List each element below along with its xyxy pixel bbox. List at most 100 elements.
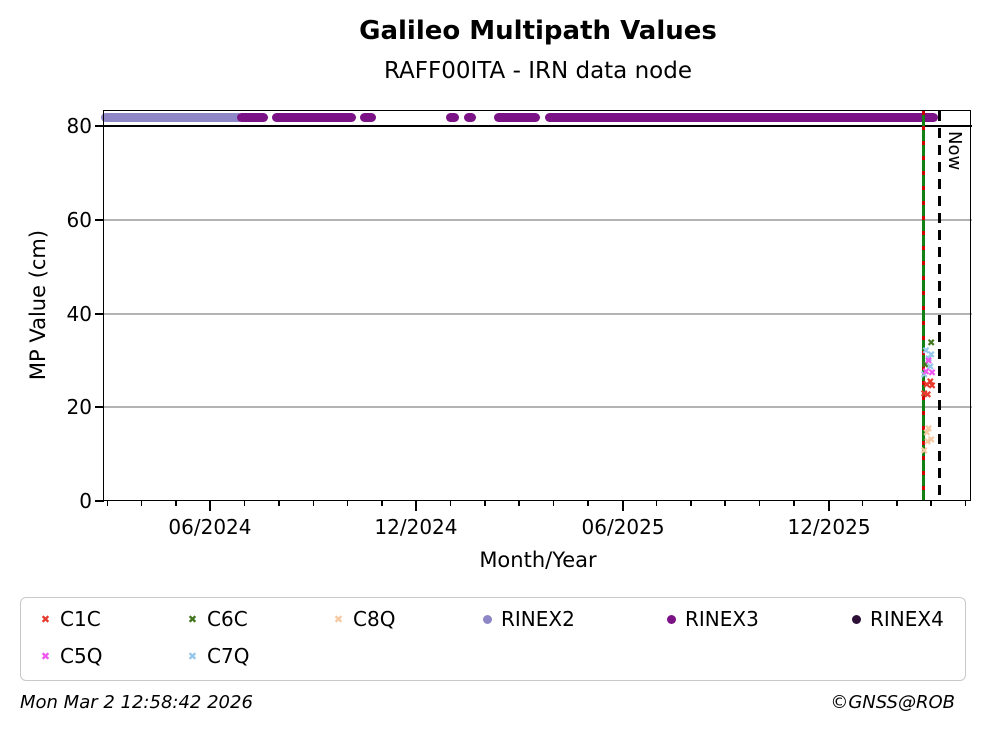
data-point-C1C: ✖ [927,380,937,392]
gridline [104,218,972,221]
x-tick-mark-minor [278,501,280,506]
legend-item-RINEX3: RINEX3 [667,606,759,632]
legend-item-C7Q: ✖ C7Q [187,643,250,669]
data-point-C8Q: ✖ [923,436,932,448]
y-tick-mark [95,500,104,502]
C1C-marker-icon: ✖ [40,612,51,626]
data-point-C8Q: ✖ [924,424,933,436]
x-tick-mark-minor [518,501,520,506]
overrange-band-RINEX3 [463,112,476,122]
legend-label: RINEX2 [501,607,575,631]
x-tick-mark-minor [312,501,314,506]
legend-item-RINEX4: RINEX4 [852,606,944,632]
data-point-C5Q: ✖ [924,356,933,368]
C7Q-marker-icon: ✖ [187,649,198,663]
x-tick-mark-minor [346,501,349,506]
y-tick-mark [95,218,104,221]
last-data-line [922,111,926,501]
x-tick-mark-minor [449,501,452,506]
C5Q-marker-icon: ✖ [40,649,51,663]
timestamp-text: Mon Mar 2 12:58:42 2026 [20,692,253,713]
x-tick-mark-minor [793,501,795,506]
y-tick-label: 80 [66,114,92,138]
x-tick-mark-minor [655,501,658,506]
legend-item-RINEX2: RINEX2 [483,606,575,632]
chart-subtitle: RAFF00ITA - IRN data node [383,58,692,84]
x-tick-label: 12/2025 [787,515,871,539]
x-tick-mark-minor [484,501,486,506]
x-tick-mark-minor [552,501,555,506]
data-point-C8Q: ✖ [927,435,936,447]
data-point-C7Q: ✖ [920,370,929,382]
data-point-C5Q: ✖ [921,366,931,378]
overrange-band-RINEX3 [544,112,938,122]
overrange-band-RINEX3 [359,112,377,122]
legend-item-C8Q: ✖ C8Q [333,606,396,632]
legend-label: C1C [60,607,101,631]
overrange-band-RINEX2 [101,112,244,122]
data-point-C1C: ✖ [920,389,929,401]
RINEX4-marker-icon [852,614,861,624]
gridline [104,312,972,315]
x-tick-mark-major [622,501,625,511]
x-axis-label: Month/Year [479,548,597,572]
data-point-C1C: ✖ [926,376,935,388]
data-point-C6C: ✖ [920,360,930,371]
copyright-text: ©GNSS@ROB [830,692,955,713]
C6C-marker-icon: ✖ [187,612,198,626]
x-tick-mark-major [208,501,211,511]
legend-label: C5Q [60,644,103,668]
y-tick-mark [95,125,104,127]
x-tick-mark-minor [243,501,246,506]
overrange-band-RINEX3 [237,112,269,122]
data-point-C7Q: ✖ [927,349,936,361]
x-tick-mark-minor [690,501,692,506]
overrange-band-RINEX3 [271,112,357,122]
x-tick-mark-major [828,501,831,511]
y-tick-mark [95,406,104,409]
legend [20,597,966,681]
now-label: Now [944,131,966,171]
data-point-C8Q: ✖ [922,427,932,439]
x-tick-mark-minor [587,501,589,506]
x-tick-mark-minor [140,501,143,506]
data-point-C7Q: ✖ [926,361,935,373]
x-tick-mark-minor [381,501,383,506]
x-tick-mark-minor [106,501,109,506]
data-point-C1C: ✖ [922,379,932,391]
data-point-C7Q: ✖ [921,345,931,357]
data-point-C5Q: ✖ [927,367,937,379]
x-tick-mark-minor [964,501,967,506]
x-tick-label: 06/2024 [168,515,252,539]
y-tick-mark [95,312,104,315]
x-tick-label: 12/2024 [374,515,458,539]
overrange-band-RINEX3 [494,112,541,122]
legend-label: C8Q [353,607,396,631]
x-tick-mark-minor [724,501,726,506]
data-point-C1C: ✖ [923,390,932,402]
legend-item-C6C: ✖ C6C [187,606,248,632]
legend-label: C6C [207,607,248,631]
RINEX2-marker-icon [483,614,492,624]
y-tick-label: 20 [66,395,92,420]
x-tick-mark-minor [930,501,932,506]
y-tick-label: 60 [66,207,92,232]
legend-label: C7Q [207,644,250,668]
C8Q-marker-icon: ✖ [333,612,344,626]
x-tick-label: 06/2025 [581,515,665,539]
plot-border [103,110,971,501]
x-tick-mark-minor [175,501,177,506]
data-point-C6C: ✖ [927,338,936,350]
legend-label: RINEX4 [870,607,944,631]
overrange-band-RINEX3 [445,112,460,122]
RINEX3-marker-icon [667,614,676,624]
y-tick-label: 40 [66,301,92,326]
gridline [104,406,972,409]
y-tick-label: 0 [79,489,92,513]
x-tick-mark-major [414,501,417,511]
data-point-C7Q: ✖ [924,354,933,366]
x-tick-mark-minor [861,501,864,506]
threshold-line-80 [104,125,972,127]
chart-title: Galileo Multipath Values [359,16,717,46]
